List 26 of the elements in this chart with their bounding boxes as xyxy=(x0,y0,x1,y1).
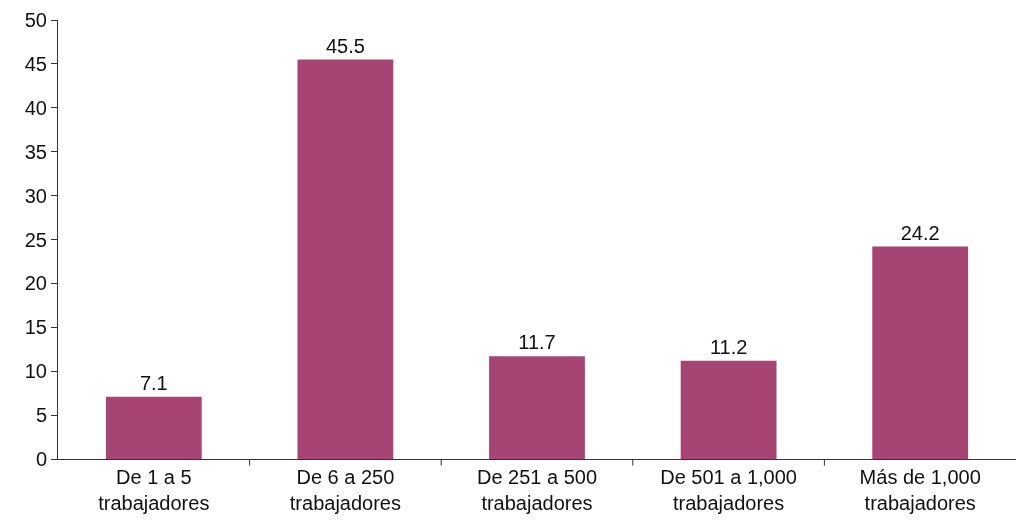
y-tick-label: 20 xyxy=(24,272,47,295)
x-tick-label: Más de 1,000 trabajadores xyxy=(859,466,981,514)
x-tick-label: De 6 a 250 trabajadores xyxy=(289,466,401,514)
y-tick-label: 25 xyxy=(24,228,47,251)
bar xyxy=(105,396,202,459)
bar xyxy=(297,59,394,459)
y-tick-label: 45 xyxy=(24,52,47,75)
data-label: 7.1 xyxy=(139,371,168,394)
data-label: 11.2 xyxy=(709,335,748,358)
x-tick-label: De 1 a 5 trabajadores xyxy=(98,466,210,514)
y-tick-label: 5 xyxy=(35,404,47,427)
x-tick-label: De 251 a 500 trabajadores xyxy=(476,466,598,514)
bar xyxy=(872,246,969,459)
bar xyxy=(489,356,585,459)
bar xyxy=(680,360,777,459)
x-tick-label: De 501 a 1,000 trabajadores xyxy=(660,466,797,514)
y-tick-label: 15 xyxy=(24,316,47,339)
y-tick-label: 35 xyxy=(24,140,47,163)
data-label: 24.2 xyxy=(900,221,940,244)
data-label: 45.5 xyxy=(325,34,365,57)
data-label: 11.7 xyxy=(518,331,556,354)
y-tick-label: 40 xyxy=(24,96,47,119)
y-tick-label: 50 xyxy=(24,9,47,31)
y-tick-label: 30 xyxy=(24,184,47,207)
y-tick-label: 0 xyxy=(35,448,47,470)
y-tick-label: 10 xyxy=(24,360,47,383)
